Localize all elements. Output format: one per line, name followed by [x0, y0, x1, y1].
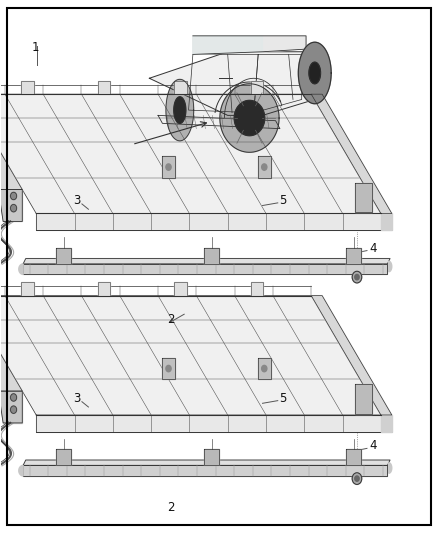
- Polygon shape: [174, 97, 186, 123]
- Text: 2: 2: [167, 502, 174, 514]
- Text: 4: 4: [369, 241, 377, 255]
- Polygon shape: [23, 460, 390, 465]
- Circle shape: [352, 271, 362, 283]
- Polygon shape: [355, 384, 372, 414]
- Polygon shape: [389, 463, 392, 473]
- Polygon shape: [98, 81, 110, 94]
- Polygon shape: [234, 100, 265, 136]
- Polygon shape: [204, 449, 219, 465]
- Polygon shape: [251, 282, 263, 296]
- Circle shape: [11, 205, 17, 212]
- Polygon shape: [0, 296, 381, 415]
- Polygon shape: [21, 81, 34, 94]
- Circle shape: [166, 366, 171, 372]
- Text: 2: 2: [167, 313, 174, 326]
- Circle shape: [11, 192, 17, 200]
- Polygon shape: [346, 248, 361, 264]
- Polygon shape: [0, 391, 22, 423]
- Circle shape: [355, 476, 359, 481]
- Polygon shape: [346, 449, 361, 465]
- Text: 5: 5: [279, 392, 286, 405]
- Polygon shape: [258, 358, 271, 379]
- Polygon shape: [23, 465, 388, 476]
- Polygon shape: [149, 52, 323, 115]
- Polygon shape: [162, 358, 175, 379]
- Polygon shape: [298, 42, 331, 104]
- Circle shape: [261, 164, 267, 170]
- Circle shape: [261, 366, 267, 372]
- Polygon shape: [311, 94, 392, 214]
- Circle shape: [11, 406, 17, 414]
- Polygon shape: [355, 183, 372, 212]
- Polygon shape: [174, 81, 187, 94]
- Polygon shape: [0, 94, 381, 214]
- Text: 3: 3: [73, 194, 81, 207]
- Polygon shape: [0, 190, 22, 221]
- Polygon shape: [311, 296, 392, 415]
- Polygon shape: [389, 261, 392, 272]
- Circle shape: [11, 394, 17, 401]
- Circle shape: [166, 164, 171, 170]
- Polygon shape: [258, 157, 271, 177]
- Polygon shape: [309, 62, 321, 84]
- Polygon shape: [23, 264, 388, 274]
- Polygon shape: [174, 282, 187, 296]
- Polygon shape: [56, 248, 71, 264]
- Polygon shape: [36, 415, 381, 432]
- Polygon shape: [19, 465, 23, 476]
- Polygon shape: [23, 259, 390, 264]
- Polygon shape: [220, 84, 279, 152]
- Text: 5: 5: [279, 194, 286, 207]
- Polygon shape: [36, 214, 381, 230]
- Polygon shape: [19, 264, 23, 274]
- Polygon shape: [0, 296, 22, 391]
- Polygon shape: [158, 115, 280, 128]
- Polygon shape: [98, 282, 110, 296]
- Polygon shape: [381, 415, 392, 432]
- Polygon shape: [56, 449, 71, 465]
- Polygon shape: [0, 94, 22, 190]
- Polygon shape: [381, 214, 392, 230]
- Polygon shape: [166, 79, 194, 141]
- Circle shape: [355, 274, 359, 280]
- Polygon shape: [193, 36, 262, 54]
- Polygon shape: [21, 282, 34, 296]
- Circle shape: [352, 473, 362, 484]
- Polygon shape: [193, 36, 306, 54]
- Text: 4: 4: [369, 439, 377, 453]
- Polygon shape: [251, 81, 263, 94]
- Polygon shape: [162, 157, 175, 177]
- Text: 1: 1: [32, 41, 39, 54]
- Text: 3: 3: [73, 392, 81, 405]
- Polygon shape: [204, 248, 219, 264]
